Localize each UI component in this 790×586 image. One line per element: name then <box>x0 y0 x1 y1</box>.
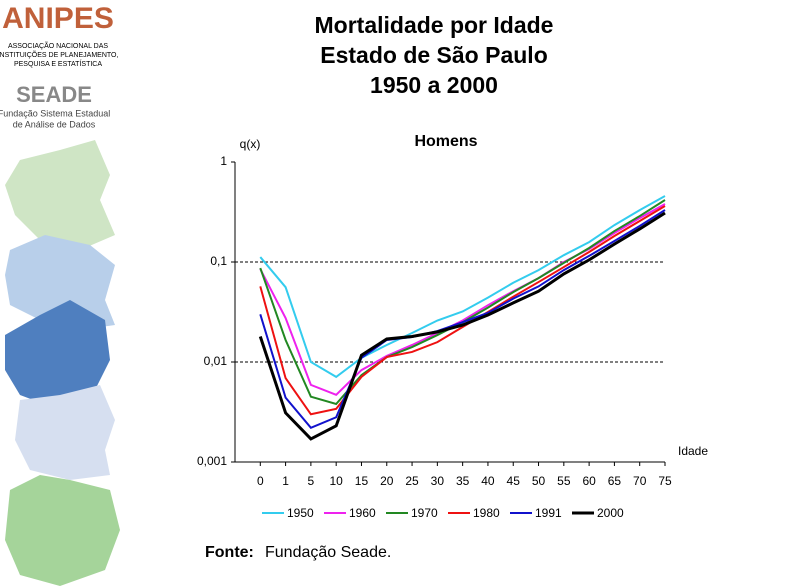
legend-label: 2000 <box>597 506 624 520</box>
x-axis-label: Idade <box>678 444 708 458</box>
logo-text: Fundação Sistema Estadual <box>0 108 110 118</box>
legend-label: 1980 <box>473 506 500 520</box>
x-tick-label: 65 <box>608 474 622 488</box>
source-text: Fundação Seade. <box>265 544 391 561</box>
y-tick-label: 0,1 <box>210 254 227 268</box>
x-tick-label: 20 <box>380 474 394 488</box>
x-tick-label: 70 <box>633 474 647 488</box>
y-tick-label: 0,01 <box>204 354 228 368</box>
x-tick-label: 5 <box>308 474 315 488</box>
x-tick-label: 75 <box>658 474 672 488</box>
x-tick-label: 45 <box>507 474 521 488</box>
x-tick-label: 40 <box>481 474 495 488</box>
slide-title: Estado de São Paulo <box>320 42 548 68</box>
x-tick-label: 35 <box>456 474 470 488</box>
series-line <box>259 209 666 429</box>
series-line <box>258 211 666 441</box>
x-tick-label: 50 <box>532 474 546 488</box>
x-tick-label: 10 <box>329 474 343 488</box>
legend-label: 1950 <box>287 506 314 520</box>
logo-text: ASSOCIAÇÃO NACIONAL DAS <box>8 41 108 50</box>
decoration <box>5 140 120 586</box>
y-axis-label: q(x) <box>240 137 261 151</box>
x-tick-label: 15 <box>355 474 369 488</box>
slide-title: Mortalidade por Idade <box>315 12 554 38</box>
logo-text: PESQUISA E ESTATÍSTICA <box>14 59 102 68</box>
y-tick-label: 0,001 <box>197 454 227 468</box>
legend-label: 1970 <box>411 506 438 520</box>
logo-text: INSTITUIÇÕES DE PLANEJAMENTO, <box>0 50 118 59</box>
legend-label: 1960 <box>349 506 376 520</box>
x-tick-label: 0 <box>257 474 264 488</box>
logo-seade: SEADE <box>16 82 92 107</box>
y-tick-label: 1 <box>220 154 227 168</box>
x-tick-label: 25 <box>405 474 419 488</box>
slide-title: 1950 a 2000 <box>370 72 498 98</box>
series-line <box>259 203 666 396</box>
x-tick-label: 55 <box>557 474 571 488</box>
series-line <box>259 195 666 379</box>
legend-label: 1991 <box>535 506 562 520</box>
source-label: Fonte: <box>205 544 254 561</box>
series-line <box>259 205 666 416</box>
x-tick-label: 60 <box>582 474 596 488</box>
chart-title: Homens <box>414 133 477 150</box>
x-tick-label: 1 <box>282 474 289 488</box>
logo-text: de Análise de Dados <box>13 119 96 129</box>
logo-anipes: ANIPES <box>2 2 114 35</box>
x-tick-label: 30 <box>431 474 445 488</box>
series-line <box>259 199 666 406</box>
